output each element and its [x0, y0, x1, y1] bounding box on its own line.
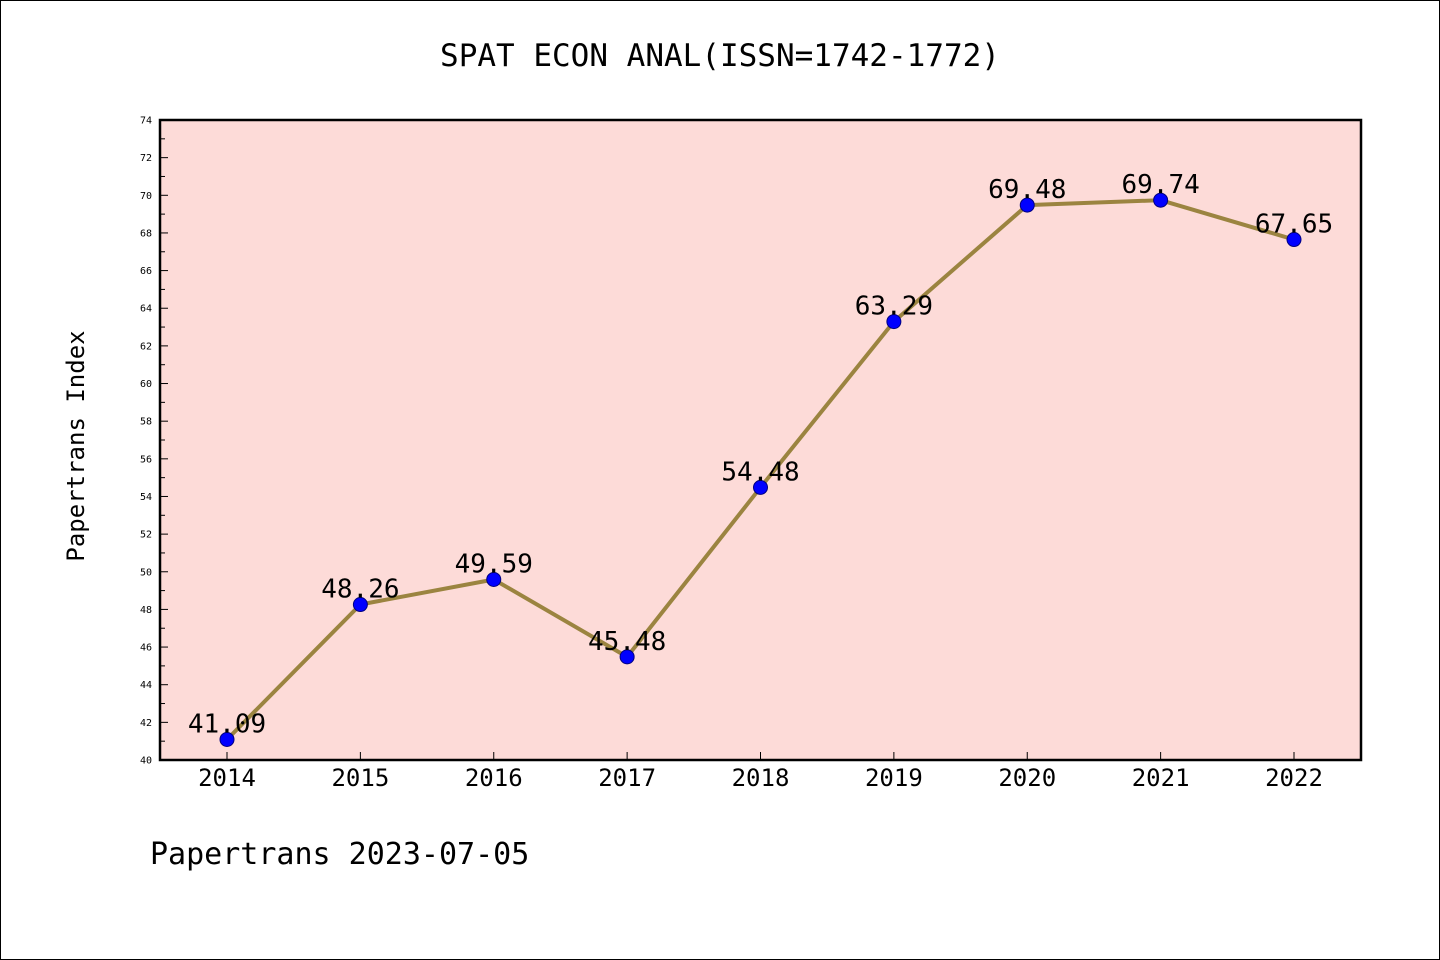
data-label: 63.29: [855, 292, 933, 322]
y-tick-label: 44: [140, 680, 152, 691]
y-tick-label: 50: [140, 567, 152, 578]
y-tick-label: 74: [140, 116, 152, 127]
y-tick-label: 46: [140, 643, 152, 654]
data-label: 45.48: [588, 627, 666, 657]
x-tick-label: 2019: [865, 764, 923, 792]
x-tick-label: 2015: [331, 764, 389, 792]
data-point: [219, 731, 235, 747]
x-tick-label: 2014: [198, 764, 256, 792]
y-tick-label: 62: [140, 341, 152, 352]
y-axis-label: Papertrans Index: [62, 330, 90, 561]
footer-text: Papertrans 2023-07-05: [150, 837, 529, 872]
y-tick-label: 42: [140, 718, 152, 729]
x-tick-label: 2022: [1265, 764, 1323, 792]
data-label: 69.48: [988, 175, 1066, 205]
x-tick-label: 2016: [465, 764, 523, 792]
plot-border: [158, 118, 1363, 762]
chart-title: SPAT ECON ANAL(ISSN=1742-1772): [440, 38, 1000, 74]
data-point: [1153, 192, 1169, 208]
data-point: [1019, 197, 1035, 213]
y-tick-label: 56: [140, 454, 152, 465]
y-tick-label: 54: [140, 492, 152, 503]
y-tick-label: 48: [140, 605, 152, 616]
data-label: 54.48: [721, 457, 799, 487]
data-labels: 41.09 48.26 49.59 45.48 54.48 63.29 69.48 69.74…: [188, 170, 1333, 739]
y-tick-label: 72: [140, 153, 152, 164]
y-tick-label: 40: [140, 756, 152, 767]
data-label: 48.26: [321, 575, 399, 605]
data-label: 41.09: [188, 709, 266, 739]
y-axis: 40 42 44 46 48 50 52 54 56 58 60 62 64 66 68 70 72 74: [140, 116, 168, 767]
data-label: 67.65: [1255, 210, 1333, 240]
y-tick-label: 58: [140, 417, 152, 428]
data-point: [352, 597, 368, 613]
plot-area: [160, 120, 1361, 760]
y-tick-label: 60: [140, 379, 152, 390]
data-point: [619, 649, 635, 665]
x-tick-label: 2020: [998, 764, 1056, 792]
y-tick-label: 70: [140, 191, 152, 202]
y-tick-label: 68: [140, 228, 152, 239]
x-tick-label: 2017: [598, 764, 656, 792]
y-tick-label: 52: [140, 530, 152, 541]
series-line-group: [219, 192, 1302, 747]
x-tick-label: 2018: [732, 764, 790, 792]
data-point: [753, 479, 768, 495]
y-tick-label: 66: [140, 266, 152, 277]
data-label: 69.74: [1121, 170, 1199, 200]
data-label: 49.59: [455, 549, 533, 579]
data-point: [486, 571, 502, 587]
data-point: [1286, 232, 1302, 248]
x-tick-label: 2021: [1132, 764, 1190, 792]
data-point: [886, 314, 902, 330]
x-axis: 2014 2015 2016 2017 2018 2019 2020 2021 2022: [198, 752, 1323, 792]
y-tick-label: 64: [140, 304, 152, 315]
